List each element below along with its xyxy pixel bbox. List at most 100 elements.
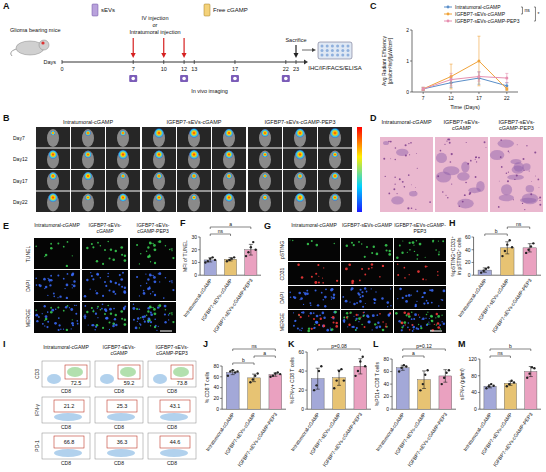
image-dot: [149, 274, 152, 277]
mouse-image: [223, 151, 235, 169]
tissue-blob: [497, 139, 514, 147]
error-bar: [477, 72, 480, 81]
image-dot: [437, 322, 440, 325]
image-dot: [139, 295, 140, 296]
image-dot: [318, 324, 320, 326]
image-dot: [66, 284, 69, 287]
image-dot: [322, 282, 324, 284]
image-dot: [445, 195, 446, 196]
image-dot: [72, 273, 75, 276]
label: sEVs: [101, 7, 115, 13]
image-dot: [435, 317, 436, 318]
label: b: [242, 357, 245, 363]
y-tick: [472, 275, 474, 276]
x-axis: [412, 92, 518, 93]
image-tile: [288, 262, 340, 285]
data-point: [403, 364, 405, 366]
plot-marks: [311, 356, 366, 410]
significance-bracket: [254, 356, 275, 358]
image-dot: [401, 252, 403, 254]
gate: [65, 365, 87, 379]
image-dot: [150, 243, 151, 244]
vial-icon: [92, 4, 98, 16]
panel-letter: F: [180, 218, 186, 228]
data-point: [424, 373, 426, 375]
image-tile: [36, 192, 70, 213]
timeline-tick: [184, 60, 185, 64]
label: CD8: [61, 388, 71, 394]
error-bar: [450, 64, 453, 89]
y-tick: [478, 359, 480, 360]
image-dot: [408, 322, 410, 324]
label: Day17: [13, 178, 28, 184]
image-dot: [432, 240, 434, 242]
image-dot: [315, 273, 317, 275]
image-dot: [107, 273, 109, 275]
image-tile: [130, 270, 176, 301]
image-dot: [76, 320, 78, 322]
data-point: [252, 241, 254, 243]
image-dot: [418, 324, 419, 325]
scale-bar: [430, 331, 442, 332]
image-dot: [417, 254, 419, 256]
label: CD3: [34, 369, 40, 379]
image-dot: [431, 320, 433, 322]
mouse-image: [294, 129, 306, 147]
label: or: [153, 22, 158, 28]
signal-spot: [51, 131, 56, 136]
image-dot: [147, 246, 149, 248]
data-point: [364, 365, 366, 367]
point: [477, 75, 480, 78]
error-bar: [422, 87, 425, 90]
bar: [226, 372, 239, 409]
data-point: [227, 375, 229, 377]
panel-letter: K: [288, 339, 295, 349]
y-tick: [390, 409, 392, 410]
image-dot: [402, 240, 403, 241]
image-tile: [142, 127, 176, 148]
data-point: [501, 255, 503, 257]
signal-spot: [155, 194, 162, 201]
flow-plot: [95, 433, 143, 459]
text-line: PEP3: [414, 228, 427, 234]
image-tile: [394, 310, 446, 333]
label: p=0.08: [331, 343, 347, 349]
error-bar: [505, 242, 509, 254]
injection-arrow: [161, 53, 166, 58]
image-dot: [514, 179, 515, 180]
text-line: cGAMP: [452, 125, 471, 131]
image-dot: [115, 314, 117, 316]
data-point: [490, 383, 492, 385]
image-dot: [112, 325, 115, 328]
data-point: [211, 256, 213, 258]
image-tile: [380, 137, 433, 212]
data-point: [357, 370, 359, 372]
image-dot: [109, 290, 111, 292]
image-dot: [122, 272, 124, 274]
plate-well: [341, 45, 344, 48]
image-dot: [402, 297, 404, 299]
image-dot: [301, 330, 302, 331]
point: [505, 87, 508, 90]
image-dot: [371, 263, 373, 265]
text-line: Intratumoral-cGAMP: [381, 119, 431, 125]
image-dot: [371, 267, 373, 269]
mouse-image: [294, 172, 306, 190]
image-dot: [124, 305, 126, 307]
y-tick: [478, 392, 480, 393]
image-dot: [349, 312, 350, 313]
image-dot: [115, 282, 117, 284]
image-dot: [136, 276, 138, 278]
image-dot: [110, 248, 112, 250]
image-dot: [417, 270, 420, 273]
image-dot: [113, 308, 115, 310]
image-dot: [383, 158, 385, 160]
image-dot: [143, 290, 145, 292]
legend-swatch: [447, 6, 450, 9]
image-dot: [45, 286, 48, 289]
image-tile: [318, 192, 352, 213]
legend-item: IGFBP7-sEVs-cGAMP: [455, 11, 506, 17]
y-tick: [390, 371, 392, 372]
data-point: [232, 369, 234, 371]
image-dot: [411, 207, 413, 209]
